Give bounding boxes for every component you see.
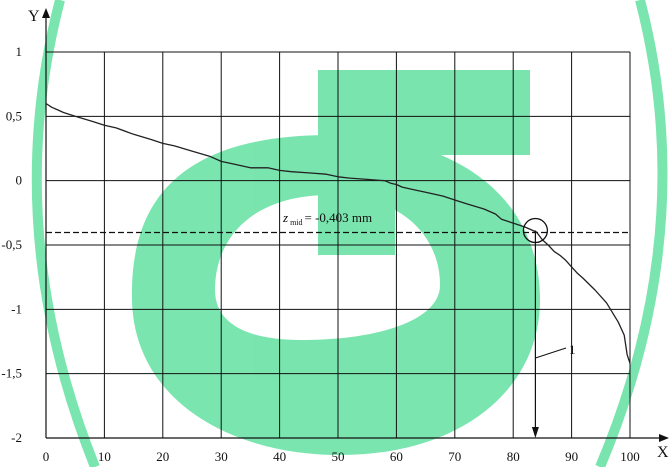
data-series (45, 102, 631, 364)
x-tick-label: 60 (390, 449, 403, 464)
watermark-ring (131, 135, 540, 455)
x-axis-arrow (659, 434, 669, 442)
x-tick-label: 30 (215, 449, 228, 464)
x-tick-label: 90 (565, 449, 578, 464)
x-tick-label: 50 (332, 449, 345, 464)
axes (42, 8, 669, 442)
mean-line-label-value: = -0,403 mm (305, 210, 373, 225)
x-tick-label: 70 (448, 449, 461, 464)
y-tick-label: 1 (16, 44, 23, 59)
y-tick-label: -2 (11, 430, 22, 445)
watermark-arc-right (595, 0, 668, 467)
mean-line-label: z mid = -0,403 mm (282, 210, 372, 227)
callout-label: 1 (569, 342, 576, 357)
series-line (45, 102, 631, 364)
x-tick-label: 100 (620, 449, 640, 464)
x-tick-label: 40 (273, 449, 286, 464)
x-axis-label: X (657, 444, 669, 461)
y-tick-label: -1 (11, 301, 22, 316)
x-tick-label: 10 (98, 449, 111, 464)
callout-leader (535, 347, 567, 359)
x-tick-label: 80 (507, 449, 520, 464)
reference-line: z mid = -0,403 mm (46, 210, 630, 234)
marker: 1 (522, 217, 576, 438)
y-tick-label: 0,5 (6, 108, 22, 123)
y-tick-label: -0,5 (1, 237, 22, 252)
x-tick-labels: 0 10 20 30 40 50 60 70 80 90 100 (43, 449, 640, 464)
y-tick-label: -1,5 (1, 366, 22, 381)
y-axis-arrow (42, 8, 50, 18)
grid (45, 51, 631, 439)
mean-line-label-sub: mid (290, 218, 302, 227)
y-tick-labels: 1 0,5 0 -0,5 -1 -1,5 -2 (1, 44, 22, 445)
watermark-shapes (31, 0, 668, 467)
watermark-logo (31, 0, 668, 467)
mean-line-label-var: z (282, 210, 288, 225)
y-axis-label: Y (28, 8, 40, 25)
x-tick-label: 20 (156, 449, 169, 464)
x-tick-label: 0 (43, 449, 50, 464)
intersection-arrow (531, 427, 539, 438)
y-tick-label: 0 (16, 173, 23, 188)
